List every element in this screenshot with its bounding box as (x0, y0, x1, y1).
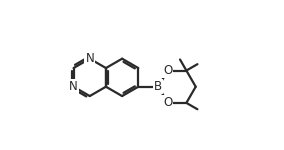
Text: N: N (69, 80, 78, 93)
Text: B: B (154, 80, 162, 93)
Text: N: N (85, 52, 94, 65)
Text: O: O (163, 64, 172, 77)
Text: O: O (163, 96, 172, 109)
